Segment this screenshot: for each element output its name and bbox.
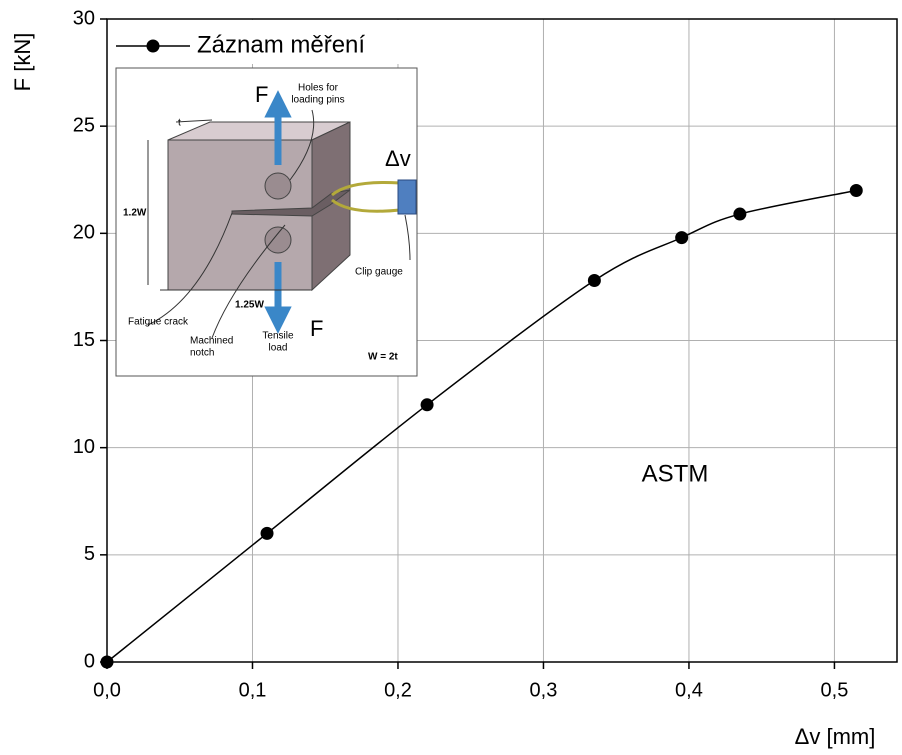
inset-label: F (310, 316, 323, 341)
dimension-lines (147, 119, 310, 291)
data-point (100, 655, 114, 669)
y-tick-label: 15 (73, 329, 95, 351)
x-tick-label: 0,5 (821, 679, 849, 701)
data-point (260, 526, 274, 540)
legend: Záznam měření (116, 31, 365, 58)
y-tick-label: 10 (73, 436, 95, 458)
legend-marker (146, 39, 160, 53)
clip-gauge (397, 179, 417, 215)
inset-label: Tensile (262, 331, 294, 342)
data-point (420, 398, 434, 412)
inset-label: 1.2W (123, 208, 147, 219)
x-tick-label: 0,1 (239, 679, 267, 701)
inset-label: Machined (190, 336, 233, 347)
arrow-up (264, 90, 292, 165)
x-axis-title: Δv [mm] (795, 724, 876, 749)
arrow-down (264, 262, 292, 334)
legend-label: Záznam měření (197, 31, 365, 58)
plot-layer (100, 183, 863, 669)
inset-label: Clip gauge (355, 267, 403, 278)
hole (264, 172, 292, 200)
inset-label: F (255, 82, 268, 107)
leader-lines (147, 109, 411, 339)
y-axis-title: F [kN] (10, 33, 35, 92)
data-point (675, 231, 689, 245)
x-tick-label: 0,3 (530, 679, 558, 701)
inset-label: W = 2t (368, 352, 398, 363)
hole (264, 226, 292, 254)
y-tick-label: 0 (84, 650, 95, 672)
y-tick-label: 25 (73, 114, 95, 136)
y-tick-label: 20 (73, 222, 95, 244)
data-point (587, 273, 601, 287)
inset-label: load (269, 343, 288, 354)
inset-label: Fatigue crack (128, 317, 189, 328)
x-tick-label: 0,4 (675, 679, 703, 701)
inset-label: t (178, 118, 181, 129)
inset-label: loading pins (291, 95, 344, 106)
inset-label: Holes for (298, 83, 339, 94)
data-point (733, 207, 747, 221)
clip-arms (331, 181, 401, 213)
plot-frame (106, 18, 898, 663)
inset: F Holes for loading pins t 1.2W 1.25W Fa… (115, 67, 418, 377)
annotation: ASTM (642, 460, 709, 487)
notch (231, 189, 351, 217)
y-tick-label: 5 (84, 543, 95, 565)
inset-label: notch (190, 348, 214, 359)
y-tick-label: 30 (73, 7, 95, 29)
x-tick-label: 0,0 (93, 679, 121, 701)
inset-label: Δv (385, 146, 411, 171)
legend-background (108, 20, 440, 64)
x-tick-label: 0,2 (384, 679, 412, 701)
inset-label: 1.25W (235, 300, 264, 311)
data-point (849, 183, 863, 197)
